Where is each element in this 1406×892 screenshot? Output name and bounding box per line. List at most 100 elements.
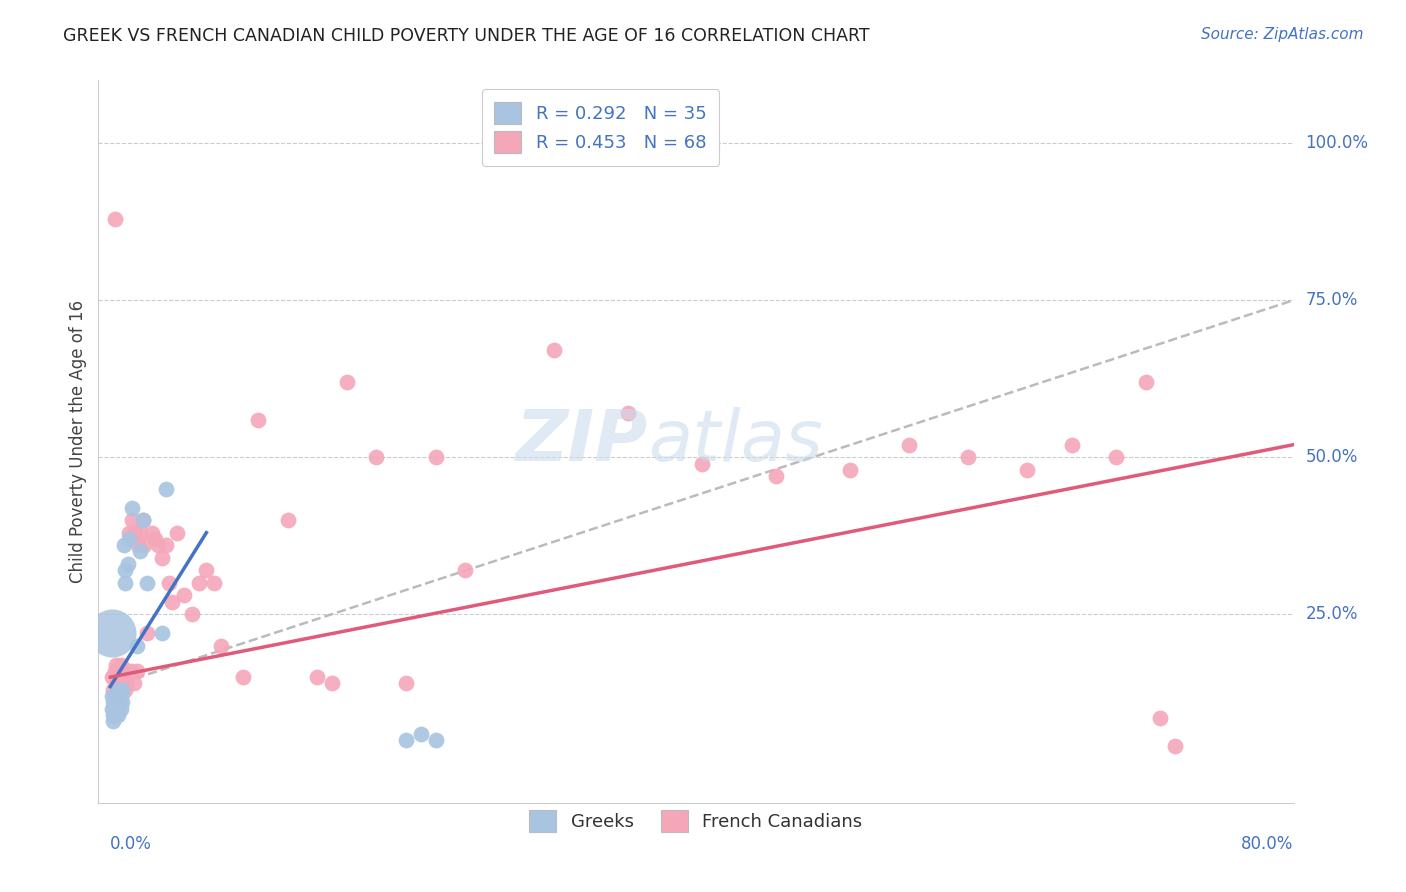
Text: ZIP: ZIP [516,407,648,476]
Point [128,525,150,540]
Text: 100.0%: 100.0% [1306,134,1368,153]
Point [454,563,477,577]
Point [155,538,177,552]
Point [195,563,218,577]
Point [110,676,132,690]
Y-axis label: Child Poverty Under the Age of 16: Child Poverty Under the Age of 16 [69,300,87,583]
Legend: Greeks, French Canadians: Greeks, French Canadians [516,797,876,845]
Point [132,513,155,527]
Point [111,695,134,709]
Text: 0.0%: 0.0% [110,835,152,854]
Point [141,525,163,540]
Text: atlas: atlas [648,407,823,476]
Point [107,707,129,722]
Point [277,513,299,527]
Point [104,701,127,715]
Point [155,482,177,496]
Point [103,682,125,697]
Point [173,589,195,603]
Point [150,550,173,565]
Point [111,670,134,684]
Point [111,682,134,697]
Point [100,626,122,640]
Point [409,727,432,741]
Point [180,607,202,622]
Point [124,525,146,540]
Point [127,538,149,552]
Point [107,664,129,678]
Point [1060,438,1083,452]
Text: 75.0%: 75.0% [1306,291,1358,310]
Point [957,450,980,465]
Point [120,664,142,678]
Point [117,664,139,678]
Point [1017,463,1039,477]
Text: 25.0%: 25.0% [1306,606,1358,624]
Point [1135,375,1157,389]
Point [134,538,156,552]
Point [166,525,188,540]
Point [108,682,131,697]
Point [110,701,132,715]
Point [100,689,122,703]
Point [209,639,232,653]
Point [150,626,173,640]
Point [1149,711,1171,725]
Point [112,664,135,678]
Point [105,676,128,690]
Point [838,463,860,477]
Point [395,733,418,747]
Point [307,670,329,684]
Point [188,575,211,590]
Point [425,733,447,747]
Point [103,695,125,709]
Point [395,676,418,690]
Point [765,469,787,483]
Text: 50.0%: 50.0% [1306,449,1358,467]
Point [115,676,138,690]
Point [104,664,127,678]
Point [1105,450,1128,465]
Point [232,670,254,684]
Point [162,595,184,609]
Point [105,657,128,672]
Point [100,670,122,684]
Point [125,664,148,678]
Point [110,689,132,703]
Point [111,682,134,697]
Point [114,670,136,684]
Point [107,701,129,715]
Point [104,695,127,709]
Point [117,557,139,571]
Point [108,670,131,684]
Point [112,676,135,690]
Point [897,438,920,452]
Point [157,575,180,590]
Point [1164,739,1187,754]
Point [105,689,128,703]
Text: 80.0%: 80.0% [1241,835,1294,854]
Point [128,544,150,558]
Point [114,563,136,577]
Point [118,525,141,540]
Point [114,682,136,697]
Point [136,626,159,640]
Point [202,575,225,590]
Point [366,450,388,465]
Point [690,457,713,471]
Point [103,707,125,722]
Text: Source: ZipAtlas.com: Source: ZipAtlas.com [1201,27,1364,42]
Point [425,450,447,465]
Point [143,532,166,546]
Point [121,513,143,527]
Point [617,406,640,420]
Point [321,676,343,690]
Point [136,575,159,590]
Point [112,538,135,552]
Point [336,375,359,389]
Point [247,412,270,426]
Point [104,689,127,703]
Point [125,639,148,653]
Text: GREEK VS FRENCH CANADIAN CHILD POVERTY UNDER THE AGE OF 16 CORRELATION CHART: GREEK VS FRENCH CANADIAN CHILD POVERTY U… [63,27,870,45]
Point [146,538,169,552]
